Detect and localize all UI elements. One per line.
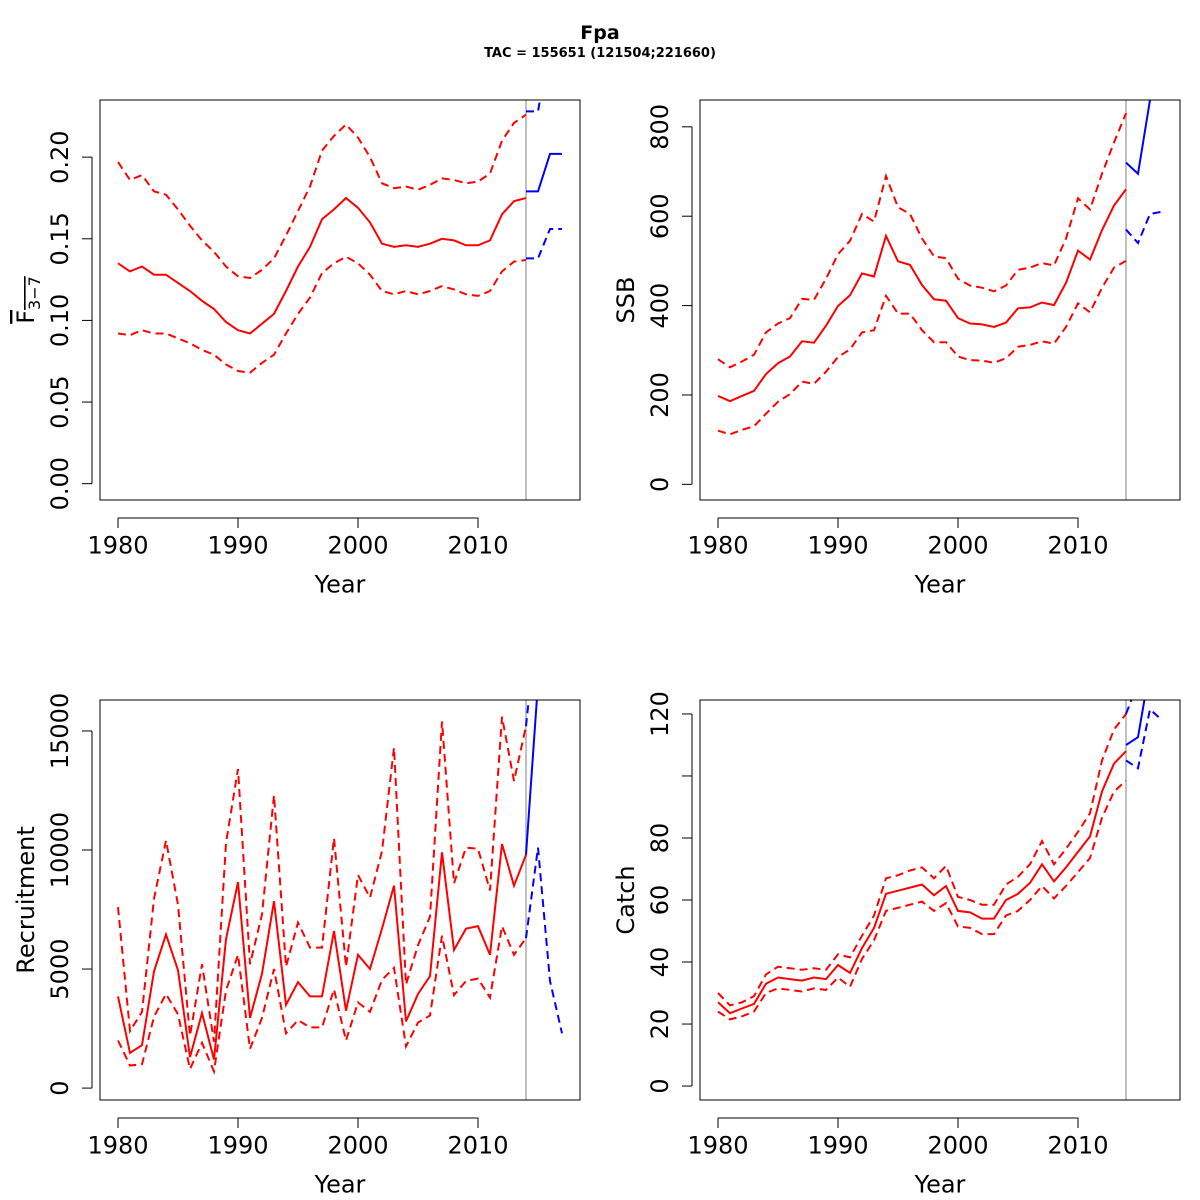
y-axis-label: SSB (612, 277, 640, 324)
y-tick-label: 600 (646, 193, 674, 239)
x-axis-label: Year (314, 571, 366, 599)
chart-panel-2: 1980 1990 2000 2010 Year 0 200 400 600 800 SSB (612, 0, 1181, 599)
x-tick-label: 1990 (207, 532, 268, 560)
x-tick-label: 1990 (807, 532, 868, 560)
x-tick-label: 2010 (1047, 1132, 1108, 1160)
forecast-lower-line (526, 228, 562, 260)
y-tick-label: 20 (646, 1009, 674, 1040)
x-axis-label: Year (914, 571, 966, 599)
chart-panel-1: 1980 1990 2000 2010 Year 0.00 0.05 0.10 0.15 0.20… (12, 99, 581, 599)
forecast-upper-line (1126, 0, 1162, 37)
x-axis-label: Year (914, 1171, 966, 1199)
forecast-line (1125, 700, 1146, 746)
y-tick-label: 120 (646, 691, 674, 737)
y-tick-label: 0.10 (46, 294, 74, 347)
y-tick-label: 15000 (46, 693, 74, 769)
forecast-lower-line (1125, 210, 1163, 245)
y-tick-label: 60 (646, 885, 674, 916)
forecast-lower-line (525, 847, 563, 1034)
y-tick-label: 0 (46, 1080, 74, 1095)
x-tick-label: 1990 (807, 1132, 868, 1160)
plot-frame (699, 99, 1181, 501)
forecast-line (1125, 100, 1152, 176)
estimate-upper-line (117, 113, 527, 280)
x-tick-label: 2010 (447, 532, 508, 560)
forecast-upper-line (525, 700, 530, 727)
plot-frame (99, 99, 581, 501)
y-tick-label: 0.00 (46, 457, 74, 510)
estimate-lower-line (717, 260, 1127, 436)
forecast-line (525, 700, 538, 855)
y-tick-label: 200 (646, 372, 674, 418)
x-tick-label: 2000 (927, 1132, 988, 1160)
plot-area (117, 700, 563, 1100)
y-tick-label: 40 (646, 947, 674, 978)
x-tick-label: 2010 (1047, 532, 1108, 560)
x-tick-label: 2000 (327, 1132, 388, 1160)
x-tick-label: 1980 (87, 532, 148, 560)
y-tick-label: 80 (646, 823, 674, 854)
x-tick-label: 1980 (687, 1132, 748, 1160)
estimate-line (717, 750, 1127, 1015)
y-tick-label: 0.20 (46, 130, 74, 183)
estimate-upper-line (117, 716, 527, 1042)
estimate-line (117, 843, 527, 1060)
forecast-upper-line (1125, 700, 1133, 715)
plot-area (117, 100, 562, 500)
x-tick-label: 2000 (327, 532, 388, 560)
plot-area (717, 700, 1163, 1100)
x-tick-label: 1980 (87, 1132, 148, 1160)
plot-frame (699, 699, 1181, 1101)
estimate-lower-line (717, 779, 1127, 1021)
y-tick-label: 10000 (46, 812, 74, 888)
y-axis-label: Catch (612, 865, 640, 934)
estimate-line (117, 196, 527, 335)
y-tick-label: 400 (646, 283, 674, 329)
estimate-upper-line (717, 713, 1127, 1007)
figure-subtitle: TAC = 155651 (121504;221660) (484, 46, 716, 61)
forecast-line (526, 152, 562, 193)
x-tick-label: 2010 (447, 1132, 508, 1160)
plot-area (717, 0, 1163, 500)
y-tick-label: 0 (646, 477, 674, 492)
estimate-lower-line (117, 255, 527, 374)
y-axis-label: F3−7 (12, 276, 44, 324)
forecast-lower-line (1125, 707, 1163, 770)
x-axis-label: Year (314, 1171, 366, 1199)
x-tick-label: 1980 (687, 532, 748, 560)
chart-panel-3: 1980 1990 2000 2010 Year 0 5000 10000 15000 Recru… (12, 693, 581, 1199)
estimate-line (717, 188, 1127, 403)
y-tick-label: 5000 (46, 939, 74, 1000)
x-tick-label: 2000 (927, 532, 988, 560)
y-tick-label: 0.15 (46, 212, 74, 265)
x-tick-label: 1990 (207, 1132, 268, 1160)
y-tick-label: 800 (646, 104, 674, 150)
y-tick-label: 0.05 (46, 375, 74, 428)
plot-frame (99, 699, 581, 1101)
figure-title: Fpa (580, 22, 620, 44)
chart-panel-4: 1980 1990 2000 2010 Year 0 20 40 60 80 120 Catch (612, 691, 1181, 1199)
estimate-lower-line (117, 922, 527, 1076)
estimate-upper-line (717, 113, 1127, 369)
forecast-upper-line (526, 100, 542, 113)
y-tick-label: 0 (646, 1078, 674, 1093)
y-axis-label: Recruitment (12, 826, 40, 973)
